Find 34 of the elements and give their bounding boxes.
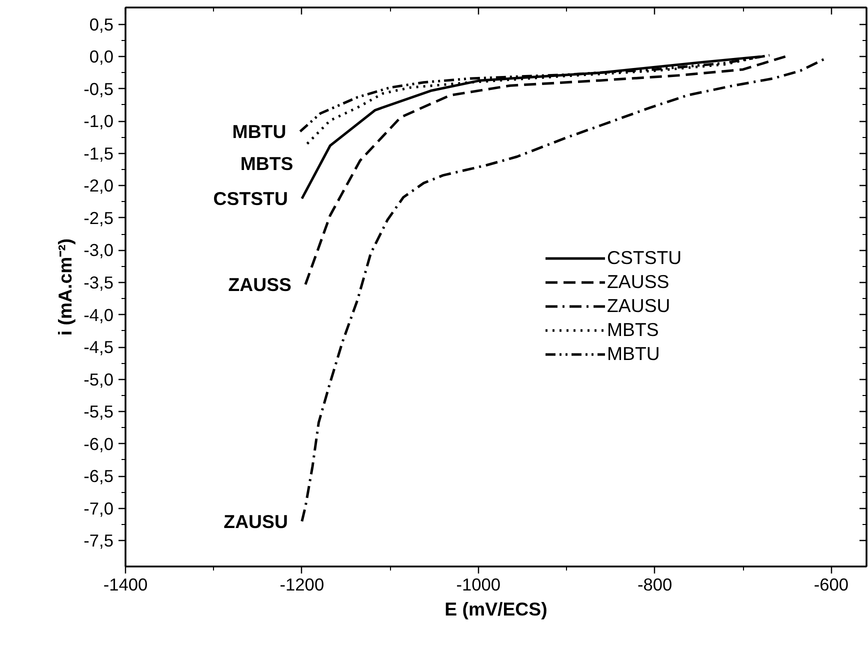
x-tick-label: -1400 (103, 574, 148, 594)
legend-label: ZAUSS (607, 271, 670, 293)
annotation: ZAUSS (228, 274, 292, 295)
annotation: MBTS (240, 152, 294, 174)
legend-label: MBTU (607, 343, 660, 365)
legend-label: ZAUSU (607, 295, 670, 317)
y-tick-label: -2,0 (84, 176, 114, 196)
legend-label: MBTS (607, 319, 659, 341)
y-tick-label: -0,5 (84, 78, 114, 99)
x-axis-title: E (mV/ECS) (444, 598, 548, 620)
y-tick-label: 0,5 (89, 14, 114, 34)
y-tick-label: 0,0 (89, 46, 114, 67)
x-tick-label: -800 (637, 574, 672, 594)
y-tick-label: -1,0 (84, 111, 114, 132)
y-tick-label: -5,5 (84, 402, 114, 422)
y-tick-label: -6,0 (84, 434, 114, 454)
x-tick-label: -1200 (280, 574, 324, 594)
y-axis-title: i (mA.cm⁻²) (54, 238, 76, 336)
annotation: MBTU (232, 120, 286, 142)
y-tick-label: -4,0 (84, 304, 114, 325)
y-tick-label: -3,0 (84, 240, 114, 260)
legend-label: CSTSTU (607, 247, 682, 269)
annotation: CSTSTU (213, 188, 288, 210)
y-tick-label: -5,0 (84, 369, 114, 390)
annotation: ZAUSU (224, 510, 288, 532)
y-tick-label: -1,5 (84, 143, 114, 164)
y-tick-label: -3,5 (84, 272, 114, 292)
y-tick-label: -7,5 (84, 530, 114, 551)
y-tick-label: -6,5 (84, 466, 114, 486)
y-tick-label: -4,5 (84, 337, 114, 358)
x-tick-label: -600 (814, 574, 849, 594)
x-tick-label: -1000 (456, 574, 501, 594)
y-tick-label: -2,5 (84, 208, 114, 228)
y-tick-label: -7,0 (84, 498, 114, 518)
